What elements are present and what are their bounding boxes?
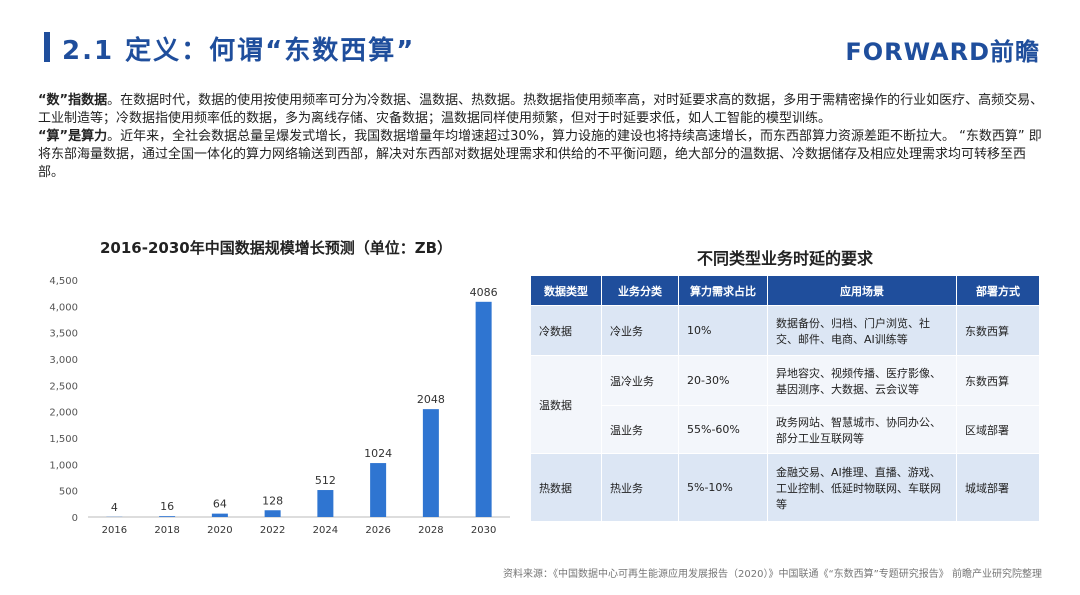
table-row: 温数据 温冷业务 20-30% 异地容灾、视频传播、医疗影像、基因测序、大数据、… bbox=[530, 355, 1040, 454]
y-tick-label: 500 bbox=[59, 487, 78, 498]
y-tick-label: 1,500 bbox=[49, 434, 78, 445]
cell-category: 温业务 bbox=[601, 405, 679, 454]
bar bbox=[370, 463, 387, 517]
bar-value-label: 4086 bbox=[470, 286, 498, 299]
table-row: 热数据 热业务 5%-10% 金融交易、AI推理、直播、游戏、工业控制、低延时物… bbox=[530, 453, 1040, 522]
latency-requirements-table: 数据类型 业务分类 算力需求占比 应用场景 部署方式 冷数据 冷业务 10% 数… bbox=[530, 275, 1040, 522]
cell-data-type: 热数据 bbox=[530, 453, 602, 522]
bar bbox=[159, 516, 176, 517]
chart-title: 2016-2030年中国数据规模增长预测（单位：ZB） bbox=[100, 239, 453, 257]
x-tick-label: 2030 bbox=[471, 525, 496, 536]
cell-deploy: 城域部署 bbox=[956, 453, 1040, 522]
bar-value-label: 512 bbox=[315, 474, 336, 487]
col-header-category: 业务分类 bbox=[601, 275, 679, 306]
x-tick-label: 2022 bbox=[260, 525, 285, 536]
cell-share: 5%-10% bbox=[678, 453, 768, 522]
col-header-scene: 应用场景 bbox=[767, 275, 957, 306]
y-tick-label: 2,500 bbox=[49, 381, 78, 392]
bar-value-label: 1024 bbox=[364, 447, 392, 460]
x-tick-label: 2020 bbox=[207, 525, 232, 536]
cell-scene: 政务网站、智慧城市、协同办公、部分工业互联网等 bbox=[767, 405, 957, 454]
intro-term-data: “数”指数据 bbox=[38, 93, 108, 108]
cell-scene: 金融交易、AI推理、直播、游戏、工业控制、低延时物联网、车联网等 bbox=[767, 453, 957, 522]
intro-paragraph-compute: “算”是算力。近年来，全社会数据总量呈爆发式增长，我国数据增量年均增速超过30%… bbox=[38, 128, 1050, 182]
cell-deploy: 东数西算 bbox=[956, 305, 1040, 356]
table-row: 温业务 55%-60% 政务网站、智慧城市、协同办公、部分工业互联网等 区域部署 bbox=[531, 405, 1040, 454]
intro-text: “数”指数据。在数据时代，数据的使用按使用频率可分为冷数据、温数据、热数据。热数… bbox=[38, 92, 1050, 182]
cell-category: 温冷业务 bbox=[601, 355, 679, 406]
cell-share: 55%-60% bbox=[678, 405, 768, 454]
intro-term-compute: “算”是算力 bbox=[38, 129, 108, 144]
y-tick-label: 3,000 bbox=[49, 355, 78, 366]
y-tick-label: 0 bbox=[72, 513, 78, 524]
y-tick-label: 3,500 bbox=[49, 329, 78, 340]
bar-value-label: 2048 bbox=[417, 393, 445, 406]
bar-value-label: 16 bbox=[160, 500, 174, 513]
table-row: 冷数据 冷业务 10% 数据备份、归档、门户浏览、社交、邮件、电商、AI训练等 … bbox=[530, 305, 1040, 356]
bar bbox=[475, 301, 492, 517]
col-header-share: 算力需求占比 bbox=[678, 275, 768, 306]
cell-data-type: 温数据 bbox=[530, 355, 602, 454]
bar bbox=[211, 513, 228, 517]
bar-value-label: 4 bbox=[111, 501, 118, 514]
cell-scene: 数据备份、归档、门户浏览、社交、邮件、电商、AI训练等 bbox=[767, 305, 957, 356]
cell-share: 20-30% bbox=[678, 355, 768, 406]
x-tick-label: 2026 bbox=[365, 525, 390, 536]
page-title: 2.1 定义：何谓“东数西算” bbox=[62, 36, 416, 66]
y-tick-label: 4,000 bbox=[49, 302, 78, 313]
forward-logo: FORWARD前瞻 bbox=[845, 38, 1040, 66]
data-growth-bar-chart: 0 500 1,000 1,500 2,000 2,500 3,000 3,500 4,000 4… bbox=[49, 276, 510, 536]
x-tick-label: 2028 bbox=[418, 525, 443, 536]
y-tick-label: 4,500 bbox=[49, 276, 78, 287]
cell-share: 10% bbox=[678, 305, 768, 356]
bar bbox=[317, 490, 334, 517]
cell-data-type: 冷数据 bbox=[530, 305, 602, 356]
col-header-deploy: 部署方式 bbox=[956, 275, 1040, 306]
intro-paragraph-data: “数”指数据。在数据时代，数据的使用按使用频率可分为冷数据、温数据、热数据。热数… bbox=[38, 92, 1050, 128]
y-tick-label: 2,000 bbox=[49, 408, 78, 419]
title-accent-bar bbox=[44, 32, 50, 62]
cell-scene: 异地容灾、视频传播、医疗影像、基因测序、大数据、云会议等 bbox=[767, 355, 957, 406]
col-header-data-type: 数据类型 bbox=[530, 275, 602, 306]
table-header-row: 数据类型 业务分类 算力需求占比 应用场景 部署方式 bbox=[530, 275, 1040, 306]
bar bbox=[264, 510, 281, 517]
cell-deploy: 东数西算 bbox=[956, 355, 1040, 406]
x-tick-label: 2018 bbox=[154, 525, 179, 536]
bar-value-label: 128 bbox=[262, 494, 283, 507]
x-tick-label: 2024 bbox=[313, 525, 338, 536]
intro-text-data: 。在数据时代，数据的使用按使用频率可分为冷数据、温数据、热数据。热数据指使用频率… bbox=[38, 93, 1044, 126]
x-tick-label: 2016 bbox=[102, 525, 127, 536]
source-note: 资料来源：《中国数据中心可再生能源应用发展报告（2020）》中国联通《“东数西算… bbox=[503, 569, 1042, 580]
cell-category: 冷业务 bbox=[601, 305, 679, 356]
cell-category: 热业务 bbox=[601, 453, 679, 522]
bar bbox=[422, 409, 439, 517]
table-title: 不同类型业务时延的要求 bbox=[696, 249, 873, 268]
cell-deploy: 区域部署 bbox=[956, 405, 1040, 454]
bar-value-label: 64 bbox=[213, 498, 227, 511]
y-tick-label: 1,000 bbox=[49, 460, 78, 471]
intro-text-compute: 。近年来，全社会数据总量呈爆发式增长，我国数据增量年均增速超过30%，算力设施的… bbox=[38, 129, 1042, 180]
